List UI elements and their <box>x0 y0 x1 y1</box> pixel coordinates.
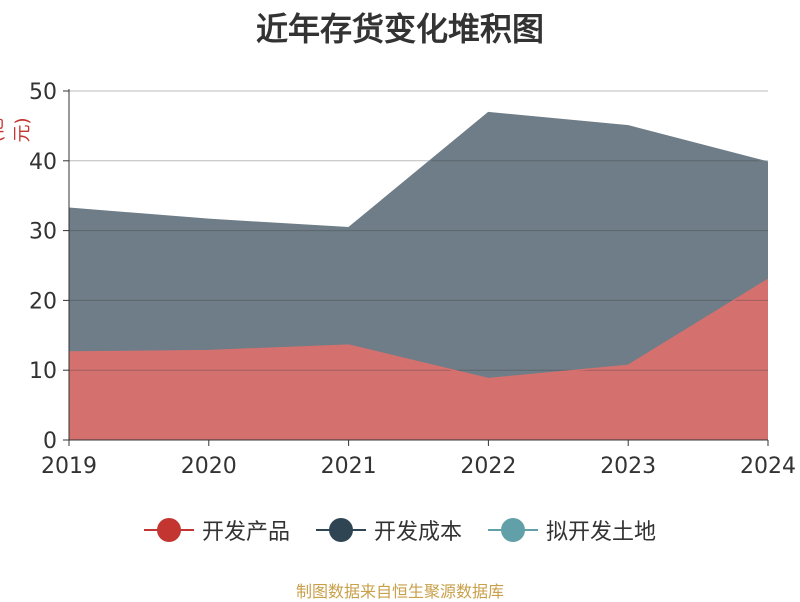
y-tick-label: 40 <box>29 150 57 175</box>
y-tick-label: 30 <box>29 220 57 245</box>
legend-marker-icon <box>488 517 538 543</box>
legend-marker-icon <box>143 517 194 543</box>
y-tick-label: 0 <box>43 429 57 454</box>
chart-legend: 开发产品 开发成本 拟开发土地 <box>0 514 800 546</box>
legend-marker-icon <box>315 517 366 543</box>
series-line-0 <box>68 278 769 380</box>
data-source-note: 制图数据来自恒生聚源数据库 <box>295 582 504 601</box>
y-tick-label: 10 <box>29 359 57 384</box>
x-tick-label: 2023 <box>600 454 656 479</box>
legend-label: 开发成本 <box>373 520 462 545</box>
x-tick-label: 2022 <box>460 454 516 479</box>
chart-title: 近年存货变化堆积图 <box>255 10 544 48</box>
area-series-1 <box>69 112 768 379</box>
legend-label: 拟开发土地 <box>546 520 657 545</box>
legend-item-development-cost[interactable]: 开发成本 <box>315 514 462 546</box>
x-tick-label: 2020 <box>181 454 237 479</box>
series-line-1 <box>68 111 769 229</box>
x-tick-label: 2019 <box>41 454 97 479</box>
legend-label: 开发产品 <box>201 520 290 545</box>
area-series-0 <box>69 279 768 440</box>
x-tick-label: 2021 <box>321 454 377 479</box>
legend-item-developed-products[interactable]: 开发产品 <box>143 514 290 546</box>
y-tick-label: 50 <box>29 80 57 105</box>
x-tick-label: 2024 <box>740 454 796 479</box>
y-tick-label: 20 <box>29 289 57 314</box>
legend-item-land-to-develop[interactable]: 拟开发土地 <box>488 514 656 546</box>
